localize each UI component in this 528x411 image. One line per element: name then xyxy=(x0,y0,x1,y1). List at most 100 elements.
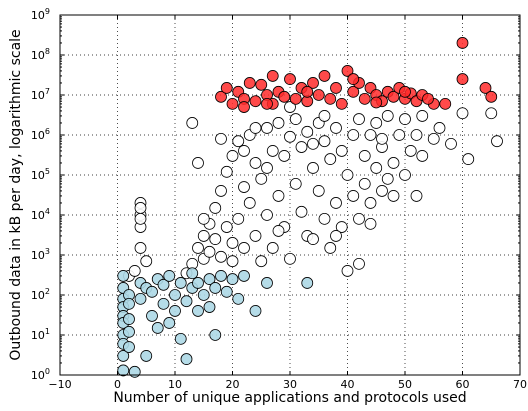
data-point xyxy=(358,92,371,105)
data-point xyxy=(180,353,193,365)
x-tick-label: 40 xyxy=(341,378,355,391)
data-point xyxy=(284,252,296,265)
data-point xyxy=(174,332,187,345)
data-point xyxy=(134,292,147,305)
data-point xyxy=(261,209,273,221)
data-point xyxy=(220,165,233,178)
y-tick-label: 103 xyxy=(31,247,50,262)
x-tick-label: 30 xyxy=(283,378,297,391)
data-point xyxy=(387,157,400,169)
data-point xyxy=(266,242,279,254)
data-point xyxy=(381,110,394,122)
data-point xyxy=(347,85,360,98)
data-point xyxy=(238,242,250,254)
data-point xyxy=(301,85,314,98)
data-point xyxy=(220,221,233,233)
data-point xyxy=(358,177,371,190)
data-point xyxy=(261,162,273,174)
data-point xyxy=(364,129,377,141)
data-point xyxy=(307,137,319,150)
data-point xyxy=(186,267,199,280)
data-point xyxy=(157,297,170,310)
data-point xyxy=(485,90,498,103)
y-tick-label: 102 xyxy=(31,287,50,302)
data-point xyxy=(456,73,469,85)
data-point xyxy=(169,289,181,301)
data-point xyxy=(192,157,204,169)
y-tick-label: 106 xyxy=(31,127,50,142)
data-point xyxy=(393,129,406,141)
data-point xyxy=(399,169,411,181)
data-point xyxy=(387,190,400,202)
y-tick-label: 108 xyxy=(31,47,50,62)
data-point xyxy=(324,92,337,105)
x-tick-label: 0 xyxy=(114,378,121,391)
data-point xyxy=(422,92,434,105)
data-point xyxy=(146,285,158,298)
data-point xyxy=(330,82,342,94)
data-point xyxy=(353,257,365,270)
x-tick-label: 70 xyxy=(513,378,527,391)
data-point xyxy=(307,77,319,89)
data-point xyxy=(295,141,308,153)
data-point xyxy=(416,150,429,162)
data-point xyxy=(220,285,233,298)
data-point xyxy=(123,313,135,325)
data-point xyxy=(364,217,377,230)
data-point xyxy=(376,185,388,197)
data-point xyxy=(192,242,204,254)
data-point xyxy=(243,77,256,89)
data-point xyxy=(330,197,342,209)
data-point xyxy=(335,97,348,110)
data-point xyxy=(445,137,457,150)
data-point xyxy=(243,197,256,209)
data-point xyxy=(318,110,331,122)
data-point xyxy=(215,270,227,282)
data-point xyxy=(261,277,273,289)
data-point xyxy=(134,202,147,214)
data-point xyxy=(232,292,245,305)
data-point xyxy=(284,101,296,113)
data-point xyxy=(387,90,400,103)
data-point xyxy=(232,135,245,148)
data-point xyxy=(278,150,291,162)
data-point xyxy=(249,305,262,317)
data-point xyxy=(456,107,469,120)
data-point xyxy=(284,130,296,143)
data-point xyxy=(209,202,222,214)
data-point xyxy=(307,233,319,245)
data-point xyxy=(151,322,164,334)
data-point xyxy=(364,197,377,209)
data-point xyxy=(278,90,291,103)
data-point xyxy=(295,205,308,218)
data-point xyxy=(157,278,170,291)
x-tick-label: −10 xyxy=(48,378,71,391)
data-point xyxy=(163,270,176,282)
data-point xyxy=(140,350,153,362)
data-point xyxy=(238,181,250,193)
data-point xyxy=(261,97,273,110)
data-point xyxy=(312,89,325,101)
data-point xyxy=(134,242,147,254)
y-tick-labels: 100 101 102 103 104 105 106 107 108 109 xyxy=(31,7,50,382)
x-tick-labels: −10 0 10 20 30 40 50 60 70 xyxy=(48,378,527,391)
data-point xyxy=(117,364,130,377)
data-point xyxy=(140,255,153,268)
data-point xyxy=(226,97,239,110)
x-tick-label: 60 xyxy=(456,378,470,391)
data-point xyxy=(370,117,383,129)
data-point xyxy=(404,145,417,157)
data-points xyxy=(117,37,503,378)
data-point xyxy=(289,113,302,125)
y-tick-label: 104 xyxy=(31,207,50,222)
data-point xyxy=(197,289,210,301)
data-point xyxy=(318,70,331,82)
data-point xyxy=(226,255,239,268)
data-point xyxy=(203,301,216,313)
y-tick-label: 109 xyxy=(31,7,50,22)
data-point xyxy=(347,129,360,141)
data-point xyxy=(479,82,492,94)
data-point xyxy=(266,70,279,82)
data-point xyxy=(324,242,337,254)
